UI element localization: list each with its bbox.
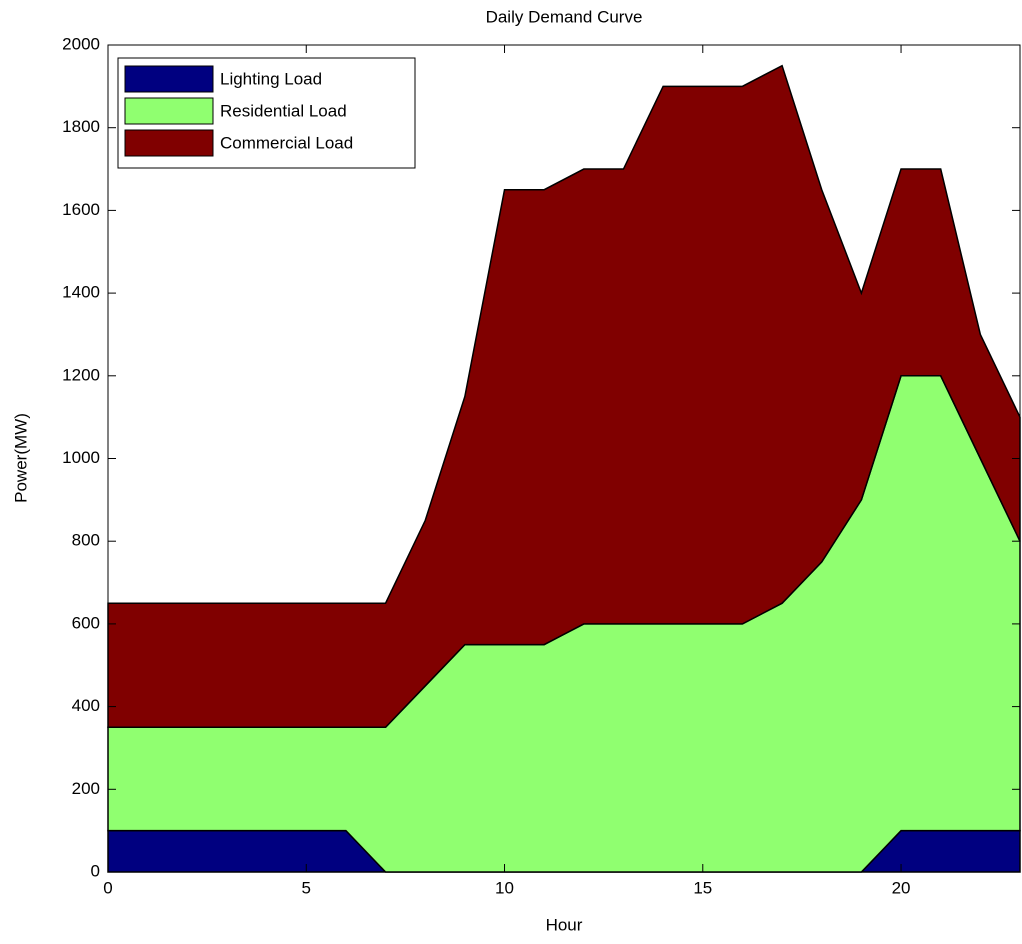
x-tick-label: 15 (693, 878, 712, 897)
legend-swatch (124, 65, 214, 93)
y-tick-label: 1600 (62, 200, 100, 219)
y-tick-label: 400 (72, 696, 100, 715)
legend-label: Residential Load (220, 101, 347, 120)
x-tick-label: 5 (302, 878, 311, 897)
x-tick-label: 0 (103, 878, 112, 897)
y-tick-label: 800 (72, 531, 100, 550)
legend-swatch (124, 129, 214, 157)
y-tick-label: 0 (91, 861, 100, 880)
y-tick-label: 200 (72, 779, 100, 798)
legend-swatch (124, 97, 214, 125)
y-axis-label: Power(MW) (11, 413, 30, 503)
y-tick-label: 2000 (62, 34, 100, 53)
chart-title: Daily Demand Curve (486, 7, 643, 26)
y-tick-label: 1800 (62, 117, 100, 136)
y-tick-label: 600 (72, 613, 100, 632)
x-axis-label: Hour (546, 915, 583, 934)
y-tick-label: 1400 (62, 283, 100, 302)
y-tick-label: 1000 (62, 448, 100, 467)
legend-label: Commercial Load (220, 133, 353, 152)
legend-label: Lighting Load (220, 69, 322, 88)
x-tick-label: 20 (892, 878, 911, 897)
x-tick-label: 10 (495, 878, 514, 897)
y-tick-label: 1200 (62, 365, 100, 384)
